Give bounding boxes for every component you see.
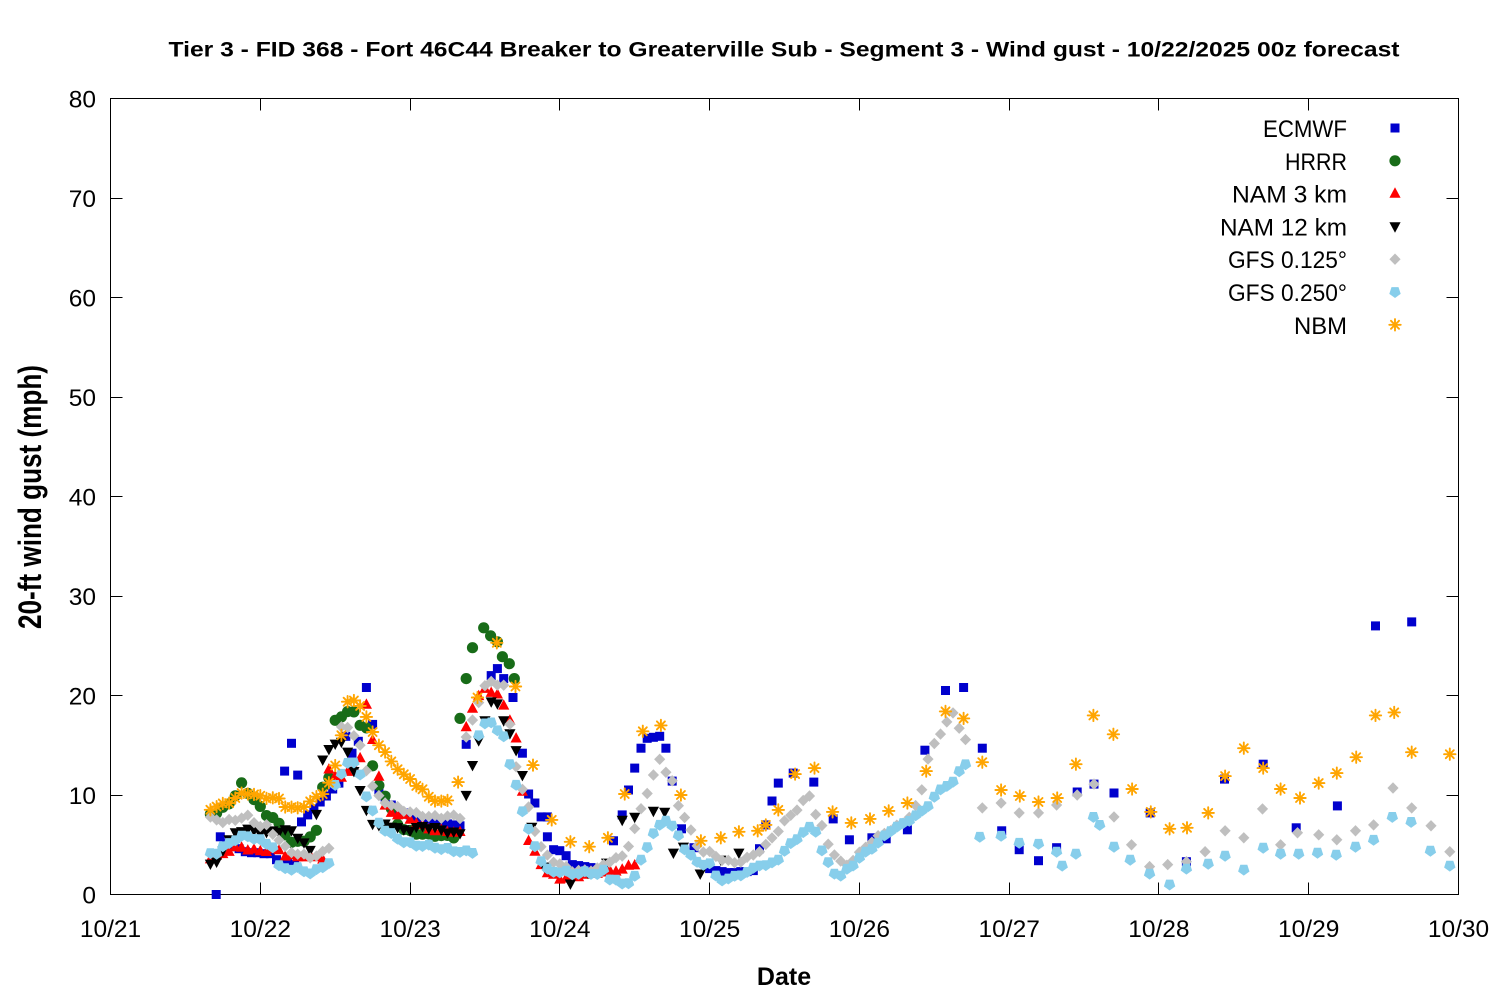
svg-text:10/26: 10/26 (829, 916, 890, 943)
svg-text:10/25: 10/25 (679, 916, 740, 943)
svg-text:20-ft wind gust (mph): 20-ft wind gust (mph) (12, 365, 48, 629)
svg-text:Date: Date (757, 963, 811, 991)
svg-text:20: 20 (69, 684, 96, 711)
svg-text:10/29: 10/29 (1278, 916, 1339, 943)
svg-text:GFS 0.125°: GFS 0.125° (1228, 247, 1347, 274)
svg-text:10/28: 10/28 (1128, 916, 1189, 943)
svg-text:10/27: 10/27 (979, 916, 1040, 943)
svg-text:10/21: 10/21 (80, 916, 141, 943)
svg-text:GFS 0.250°: GFS 0.250° (1228, 280, 1347, 307)
svg-text:50: 50 (69, 385, 96, 412)
svg-text:NAM 3 km: NAM 3 km (1232, 182, 1347, 209)
svg-text:80: 80 (69, 87, 96, 114)
svg-text:10/24: 10/24 (529, 916, 590, 943)
svg-text:10/23: 10/23 (379, 916, 440, 943)
svg-text:ECMWF: ECMWF (1263, 116, 1347, 143)
svg-text:0: 0 (82, 883, 96, 910)
svg-text:10/22: 10/22 (230, 916, 291, 943)
svg-text:60: 60 (69, 286, 96, 313)
svg-text:HRRR: HRRR (1285, 149, 1347, 176)
svg-text:70: 70 (69, 186, 96, 213)
svg-text:30: 30 (69, 584, 96, 611)
svg-text:10/30: 10/30 (1428, 916, 1489, 943)
svg-text:NAM 12 km: NAM 12 km (1220, 214, 1347, 241)
svg-text:10: 10 (69, 783, 96, 810)
svg-text:NBM: NBM (1294, 313, 1347, 340)
svg-text:40: 40 (69, 485, 96, 512)
svg-text:Tier 3 - FID 368 - Fort 46C44: Tier 3 - FID 368 - Fort 46C44 Breaker to… (169, 39, 1400, 62)
